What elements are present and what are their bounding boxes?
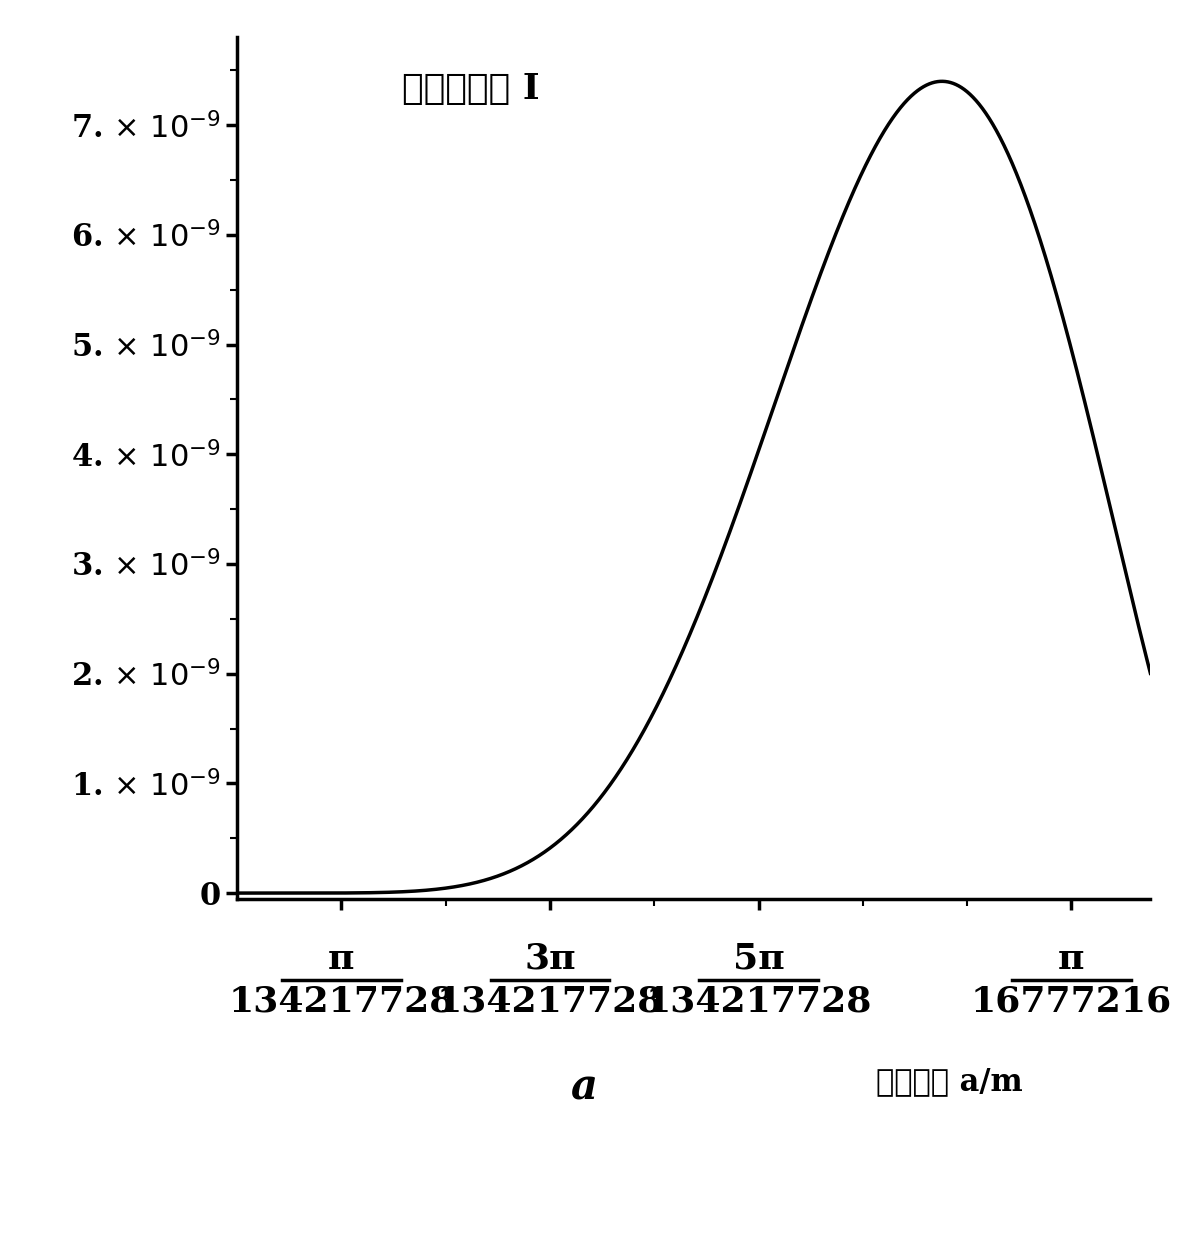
Text: π: π bbox=[1058, 941, 1084, 976]
Text: 散射光强度 I: 散射光强度 I bbox=[402, 72, 540, 106]
Text: 16777216: 16777216 bbox=[970, 985, 1172, 1018]
Text: 134217728: 134217728 bbox=[436, 985, 663, 1018]
Text: 134217728: 134217728 bbox=[228, 985, 454, 1018]
Text: a: a bbox=[570, 1067, 598, 1108]
Text: π: π bbox=[329, 941, 355, 976]
Text: 5π: 5π bbox=[733, 941, 784, 976]
Text: 134217728: 134217728 bbox=[645, 985, 872, 1018]
Text: 3π: 3π bbox=[524, 941, 576, 976]
Text: 微粒半径 a/m: 微粒半径 a/m bbox=[876, 1067, 1022, 1097]
